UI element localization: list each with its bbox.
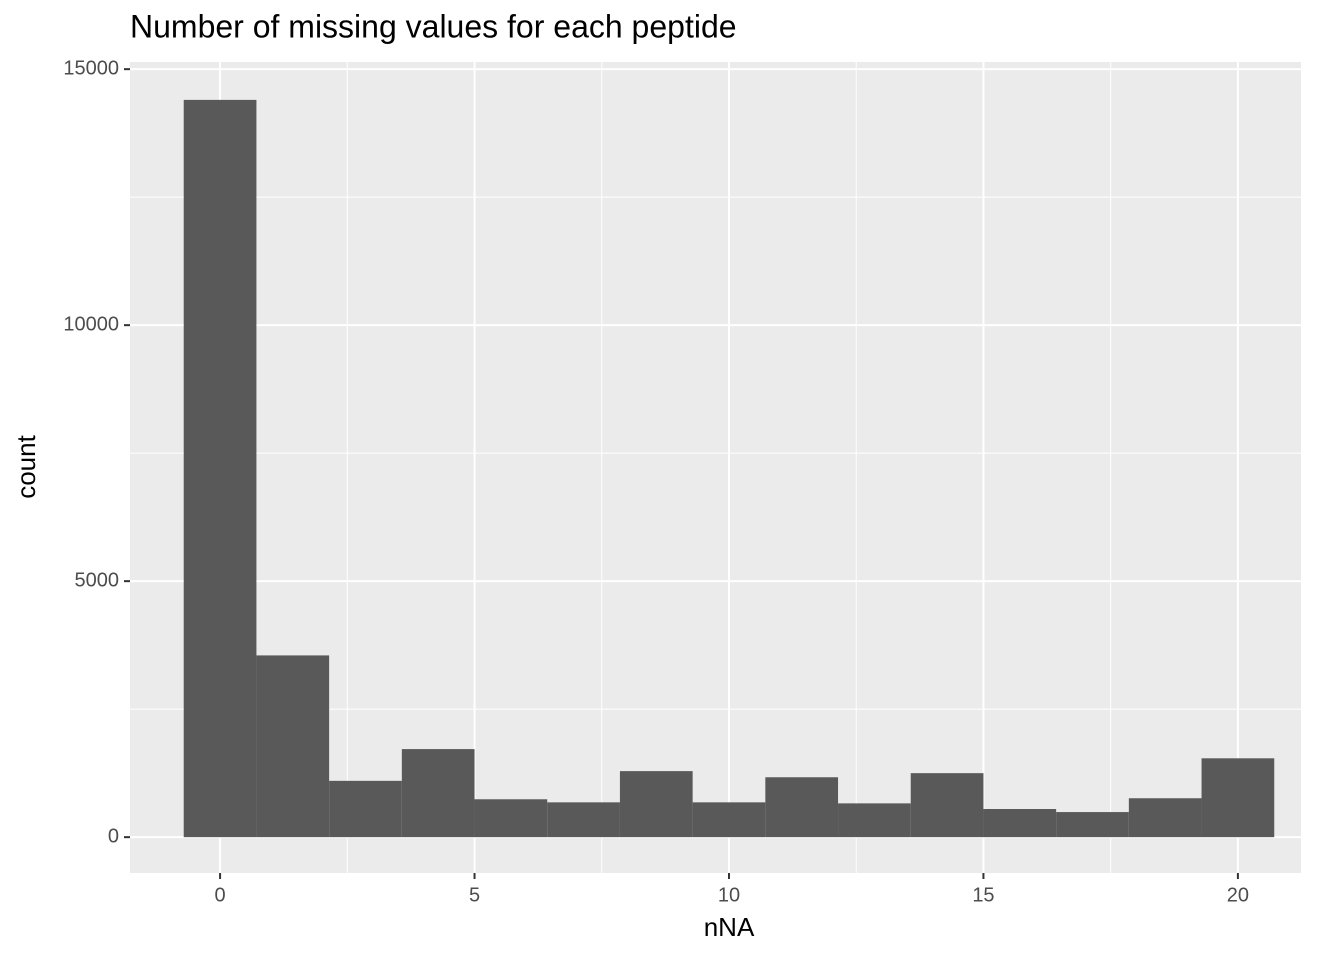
y-axis-title: count bbox=[11, 434, 41, 498]
bar bbox=[329, 780, 402, 838]
bar bbox=[1056, 812, 1129, 838]
bar bbox=[256, 655, 330, 838]
bar bbox=[619, 771, 693, 838]
bar bbox=[765, 777, 839, 838]
bar bbox=[401, 749, 475, 838]
x-tick-label: 0 bbox=[215, 884, 226, 906]
x-tick-label: 20 bbox=[1227, 884, 1249, 906]
x-tick-label: 15 bbox=[972, 884, 994, 906]
bar bbox=[910, 773, 984, 838]
x-tick-label: 10 bbox=[718, 884, 740, 906]
chart-title: Number of missing values for each peptid… bbox=[130, 8, 737, 44]
y-tick-label: 10000 bbox=[63, 313, 119, 335]
bar bbox=[1128, 798, 1202, 838]
y-tick-label: 15000 bbox=[63, 57, 119, 79]
y-tick-label: 0 bbox=[108, 825, 119, 847]
y-tick-label: 5000 bbox=[75, 569, 120, 591]
bar bbox=[1201, 758, 1275, 838]
bar bbox=[692, 802, 766, 838]
bar bbox=[983, 809, 1057, 838]
x-axis-title: nNA bbox=[704, 912, 755, 942]
bar bbox=[547, 802, 620, 838]
bar bbox=[838, 803, 911, 838]
bar bbox=[474, 799, 548, 838]
x-tick-label: 5 bbox=[469, 884, 480, 906]
bar bbox=[183, 99, 257, 838]
